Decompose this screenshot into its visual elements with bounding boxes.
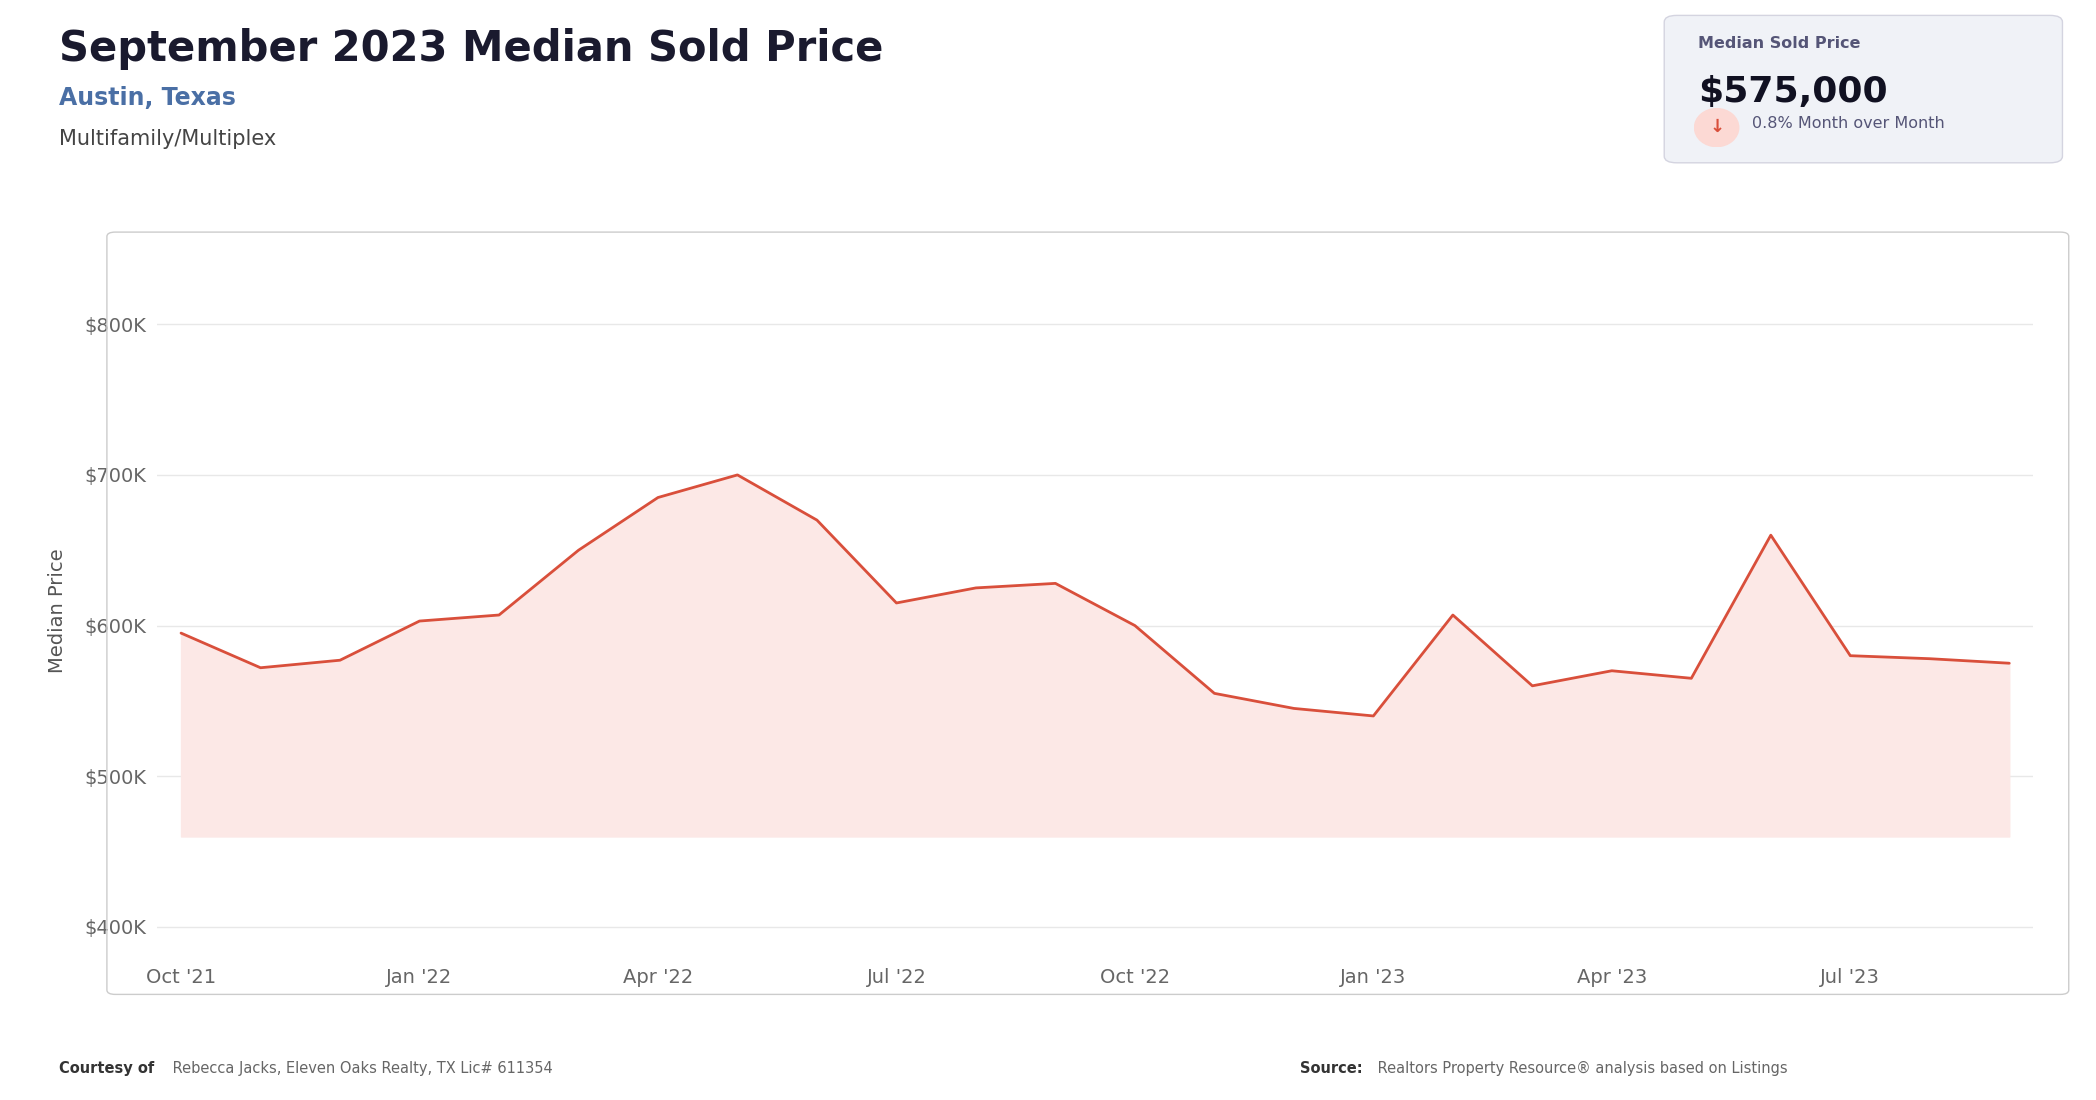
Text: 0.8% Month over Month: 0.8% Month over Month (1752, 116, 1945, 131)
Text: $575,000: $575,000 (1698, 75, 1886, 109)
Circle shape (1694, 109, 1740, 146)
Text: Multifamily/Multiplex: Multifamily/Multiplex (59, 129, 277, 149)
Text: Rebecca Jacks, Eleven Oaks Realty, TX Lic# 611354: Rebecca Jacks, Eleven Oaks Realty, TX Li… (168, 1060, 553, 1076)
Text: Source:: Source: (1300, 1060, 1362, 1076)
Y-axis label: Median Price: Median Price (48, 548, 67, 673)
Text: Courtesy of: Courtesy of (59, 1060, 153, 1076)
Text: Median Sold Price: Median Sold Price (1698, 36, 1861, 52)
Text: ↓: ↓ (1708, 118, 1725, 135)
Text: Austin, Texas: Austin, Texas (59, 86, 235, 110)
Text: Realtors Property Resource® analysis based on Listings: Realtors Property Resource® analysis bas… (1373, 1060, 1788, 1076)
Text: September 2023 Median Sold Price: September 2023 Median Sold Price (59, 28, 882, 69)
